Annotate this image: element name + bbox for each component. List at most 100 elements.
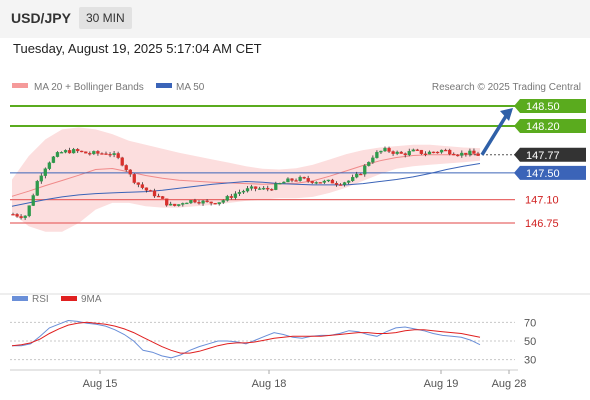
candle-body-up (395, 151, 399, 154)
candle (415, 148, 419, 151)
candle (371, 155, 375, 164)
candle (253, 186, 258, 192)
candle-body-up (342, 182, 347, 185)
candle-body-down (108, 154, 112, 156)
candle (448, 148, 452, 156)
candle (76, 148, 80, 154)
candle (84, 151, 88, 154)
candle (383, 146, 387, 152)
candle-body-down (456, 154, 460, 157)
candle (286, 177, 290, 183)
candle-body-up (217, 202, 221, 205)
candle (205, 199, 209, 203)
candle-body-down (120, 157, 124, 166)
ma20-legend-label: MA 20 + Bollinger Bands (34, 82, 144, 93)
level-label-146.75: 146.75 (525, 218, 559, 230)
candle-body-up (177, 204, 181, 206)
candle-body-up (112, 153, 116, 156)
candle-body-up (351, 177, 355, 182)
candle-body-down (128, 169, 132, 175)
candle (427, 150, 432, 155)
candle (229, 193, 233, 200)
candle-body-down (399, 151, 403, 154)
candle-body-down (19, 216, 23, 219)
candle (185, 202, 189, 205)
candle-body-down (253, 186, 258, 189)
candle (282, 181, 286, 184)
candle-body-up (47, 162, 52, 169)
candle-body-down (435, 151, 440, 154)
candle (55, 151, 60, 158)
forecast-arrow-shaft (480, 115, 508, 156)
timeframe-badge[interactable]: 30 MIN (79, 7, 132, 29)
candle-body-down (156, 195, 161, 198)
candle-body-down (193, 200, 197, 203)
candle-body-up (286, 178, 290, 183)
candle (112, 150, 116, 158)
candle (338, 183, 343, 186)
candle-body-down (444, 149, 448, 152)
rsi-ma-legend-label: 9MA (81, 294, 102, 305)
candle-body-up (371, 157, 375, 163)
candle (144, 187, 149, 193)
candle-body-up (245, 188, 250, 192)
candle-body-up (59, 152, 64, 154)
candle-body-up (322, 180, 326, 183)
candle-body-down (270, 189, 274, 191)
candle (237, 189, 242, 197)
candle (258, 186, 262, 190)
candle (72, 147, 76, 154)
level-text: 146.75 (525, 218, 559, 230)
candle-body-up (237, 192, 242, 194)
candle-body-down (391, 151, 395, 154)
candle-body-up (427, 151, 432, 155)
candle-body-up (35, 181, 39, 196)
level-text: 147.50 (526, 168, 560, 180)
candle-body-up (468, 150, 472, 155)
candle-body-up (201, 200, 205, 204)
x-tick-label: Aug 19 (424, 378, 459, 390)
candle (35, 179, 39, 196)
candle (262, 186, 266, 190)
candle-body-down (67, 150, 72, 154)
candle (140, 182, 145, 190)
candle-body-down (140, 184, 145, 188)
candle (351, 174, 355, 182)
candle-body-down (387, 147, 391, 152)
candle-body-up (314, 182, 318, 184)
candle-body-up (43, 168, 47, 176)
candle (423, 151, 428, 157)
candle-body-up (355, 173, 359, 178)
candle-body-up (274, 183, 278, 190)
candle (439, 149, 444, 154)
candle-body-down (330, 179, 335, 184)
candle-body-up (63, 150, 68, 153)
candle (31, 193, 35, 207)
candle (241, 189, 246, 195)
candle (468, 148, 472, 157)
instrument-title: USD/JPY (11, 10, 71, 26)
candle (15, 213, 19, 218)
candle-body-down (472, 150, 476, 154)
candle (132, 173, 136, 185)
candle (197, 200, 201, 205)
candle-body-down (318, 182, 322, 184)
candle-body-down (290, 178, 294, 181)
candle-body-down (88, 153, 92, 155)
candle-body-down (76, 149, 80, 152)
level-label-147.77: 147.77 (514, 147, 586, 162)
candle (419, 149, 424, 155)
candle (270, 188, 274, 191)
level-label-148.50: 148.50 (514, 99, 586, 113)
candle-body-up (367, 162, 371, 166)
candle (245, 185, 250, 193)
level-label-147.50: 147.50 (514, 165, 586, 180)
candle-body-down (334, 183, 339, 185)
candle (51, 155, 56, 164)
candle (249, 184, 254, 191)
candle-body-down (359, 173, 363, 176)
candle (476, 151, 480, 156)
candle (452, 152, 456, 156)
candle (342, 181, 347, 187)
candle-body-up (185, 202, 189, 205)
